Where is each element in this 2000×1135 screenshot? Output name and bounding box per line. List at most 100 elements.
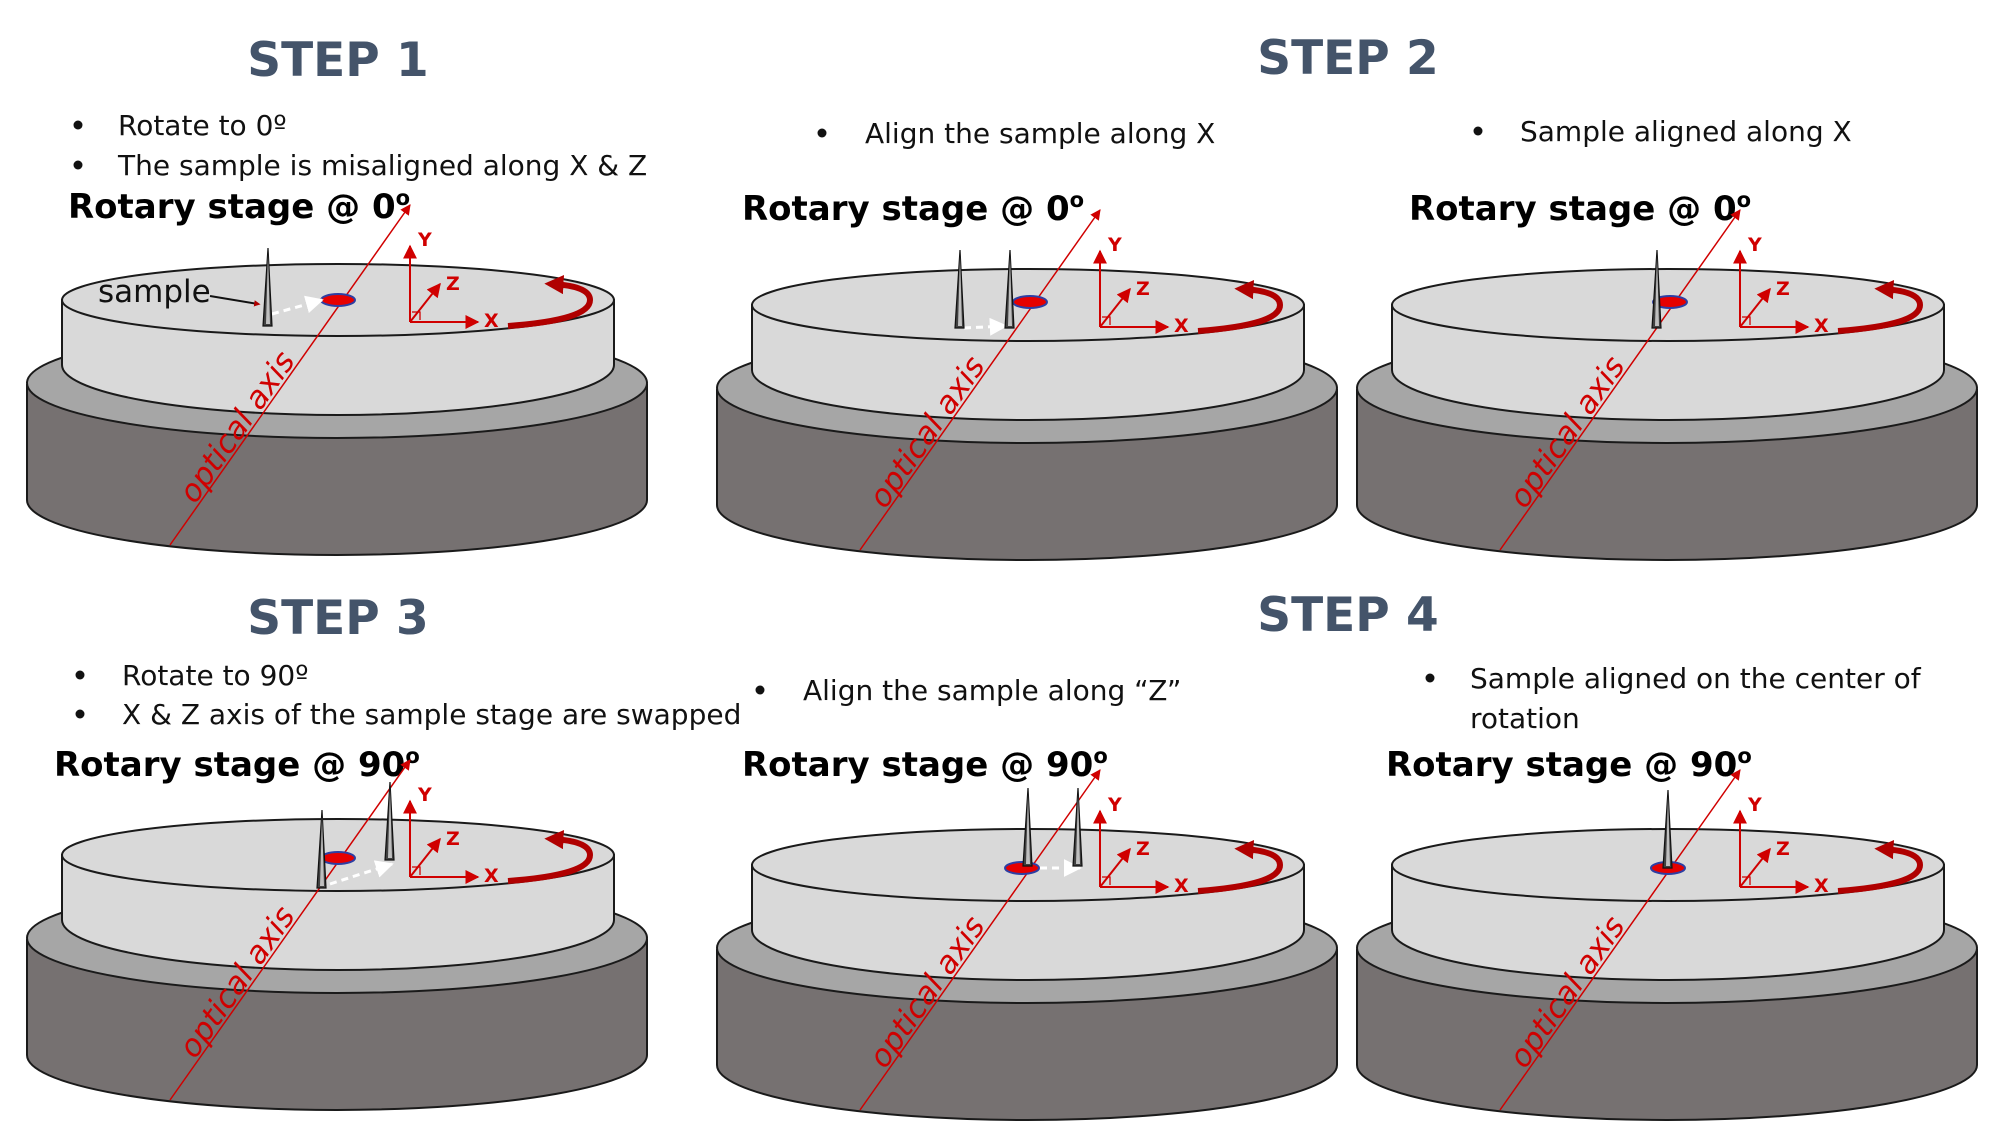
stage-label: Rotary stage @ 90o bbox=[1386, 744, 1752, 785]
needle-highlight bbox=[320, 816, 324, 886]
rotation-arrow-icon bbox=[507, 830, 594, 884]
bullet-text: Rotate to 0º bbox=[118, 109, 287, 142]
optical-axis-line bbox=[169, 759, 411, 1101]
y-axis-label: Y bbox=[1107, 794, 1122, 816]
z-axis-arrow bbox=[1739, 847, 1771, 888]
axis-corner bbox=[1742, 876, 1751, 885]
sample-pointer-arrow bbox=[209, 295, 261, 307]
axis-corner bbox=[1742, 316, 1751, 325]
bullet-dot bbox=[755, 685, 765, 695]
bullet-dot bbox=[75, 709, 85, 719]
stage-label: Rotary stage @ 90o bbox=[54, 744, 420, 785]
y-axis-label: Y bbox=[417, 229, 432, 251]
bullet-text: Sample aligned along X bbox=[1520, 115, 1852, 148]
needle-highlight bbox=[1076, 794, 1080, 864]
bullet-dot bbox=[73, 120, 83, 130]
z-axis-label: Z bbox=[1776, 838, 1790, 860]
stage-label: Rotary stage @ 0o bbox=[742, 188, 1084, 229]
panel-2-bullets: Align the sample along X bbox=[817, 117, 1215, 150]
bullet-text: rotation bbox=[1470, 702, 1580, 735]
center-of-rotation-marker-icon bbox=[1012, 295, 1048, 309]
bullet-dot bbox=[1425, 673, 1435, 683]
rotation-arrow-icon bbox=[1837, 840, 1924, 894]
coordinate-axes-icon: X YZ bbox=[1093, 794, 1189, 897]
needle-highlight bbox=[1655, 256, 1659, 326]
rotation-arrow-icon bbox=[1197, 280, 1284, 334]
rotation-arrow-icon bbox=[1197, 840, 1284, 894]
stage-label: Rotary stage @ 0o bbox=[1409, 188, 1751, 229]
panel-3-bullets: Sample aligned along X bbox=[1473, 115, 1852, 148]
z-axis-arrow bbox=[1099, 847, 1131, 888]
needle-highlight bbox=[1666, 796, 1670, 866]
bullet-dot bbox=[73, 160, 83, 170]
sample-label: sample bbox=[98, 274, 211, 310]
optical-axis-line bbox=[169, 204, 411, 546]
stage-label: Rotary stage @ 0o bbox=[68, 186, 410, 227]
center-of-rotation-marker-icon bbox=[1652, 295, 1688, 309]
y-axis-label: Y bbox=[1107, 234, 1122, 256]
coordinate-axes-icon: X YZ bbox=[403, 229, 499, 332]
z-axis-label: Z bbox=[1776, 278, 1790, 300]
z-axis-label: Z bbox=[446, 273, 460, 295]
z-axis-label: Z bbox=[1136, 278, 1150, 300]
bullet-dot bbox=[817, 128, 827, 138]
bullet-text: X & Z axis of the sample stage are swapp… bbox=[122, 698, 741, 731]
panel-5-bullets: Align the sample along “Z” bbox=[755, 674, 1181, 707]
step-4-title: STEP 4 bbox=[1257, 588, 1439, 643]
panel-6-bullets: Sample aligned on the center of rotation bbox=[1425, 662, 1922, 735]
needle-highlight bbox=[388, 788, 392, 858]
step-3-title: STEP 3 bbox=[247, 591, 429, 646]
rotation-arrow-icon bbox=[507, 275, 594, 329]
x-axis-label: X bbox=[1174, 875, 1189, 897]
panel-1-bullets: Rotate to 0º The sample is misaligned al… bbox=[73, 109, 647, 182]
bullet-text: Sample aligned on the center of bbox=[1470, 662, 1922, 695]
needle-highlight bbox=[1026, 794, 1030, 864]
axis-corner bbox=[1102, 316, 1111, 325]
step-2-title: STEP 2 bbox=[1257, 31, 1439, 86]
axis-corner bbox=[1102, 876, 1111, 885]
coordinate-axes-icon: X YZ bbox=[1733, 794, 1829, 897]
y-axis-label: Y bbox=[1747, 794, 1762, 816]
x-axis-label: X bbox=[1814, 875, 1829, 897]
z-axis-arrow bbox=[1739, 287, 1771, 328]
axis-corner bbox=[412, 311, 421, 320]
axis-corner bbox=[412, 866, 421, 875]
z-axis-label: Z bbox=[446, 828, 460, 850]
coordinate-axes-icon: X YZ bbox=[1093, 234, 1189, 337]
needle-highlight bbox=[958, 256, 962, 326]
step-1-title: STEP 1 bbox=[247, 33, 429, 88]
z-axis-label: Z bbox=[1136, 838, 1150, 860]
x-axis-label: X bbox=[1174, 315, 1189, 337]
stage-label: Rotary stage @ 90o bbox=[742, 744, 1108, 785]
displacement-arrow bbox=[329, 860, 394, 886]
coordinate-axes-icon: X YZ bbox=[1733, 234, 1829, 337]
rotation-arrow-icon bbox=[1837, 280, 1924, 334]
bullet-dot bbox=[75, 670, 85, 680]
coordinate-axes-icon: X YZ bbox=[403, 784, 499, 887]
center-of-rotation-marker-icon bbox=[320, 293, 356, 307]
displacement-arrow bbox=[271, 295, 324, 316]
z-axis-arrow bbox=[409, 282, 441, 323]
bullet-dot bbox=[1473, 126, 1483, 136]
center-of-rotation-marker-icon bbox=[1004, 861, 1040, 875]
panel-4-bullets: Rotate to 90º X & Z axis of the sample s… bbox=[75, 659, 741, 731]
z-axis-arrow bbox=[409, 837, 441, 878]
x-axis-label: X bbox=[1814, 315, 1829, 337]
optical-axis-line bbox=[1499, 769, 1741, 1111]
optical-axis-line bbox=[859, 769, 1101, 1111]
x-axis-label: X bbox=[484, 865, 499, 887]
bullet-text: The sample is misaligned along X & Z bbox=[117, 149, 647, 182]
x-axis-label: X bbox=[484, 310, 499, 332]
y-axis-label: Y bbox=[1747, 234, 1762, 256]
center-of-rotation-marker-icon bbox=[320, 851, 356, 865]
optical-axis-line bbox=[1499, 209, 1741, 551]
needle-highlight bbox=[266, 254, 270, 324]
